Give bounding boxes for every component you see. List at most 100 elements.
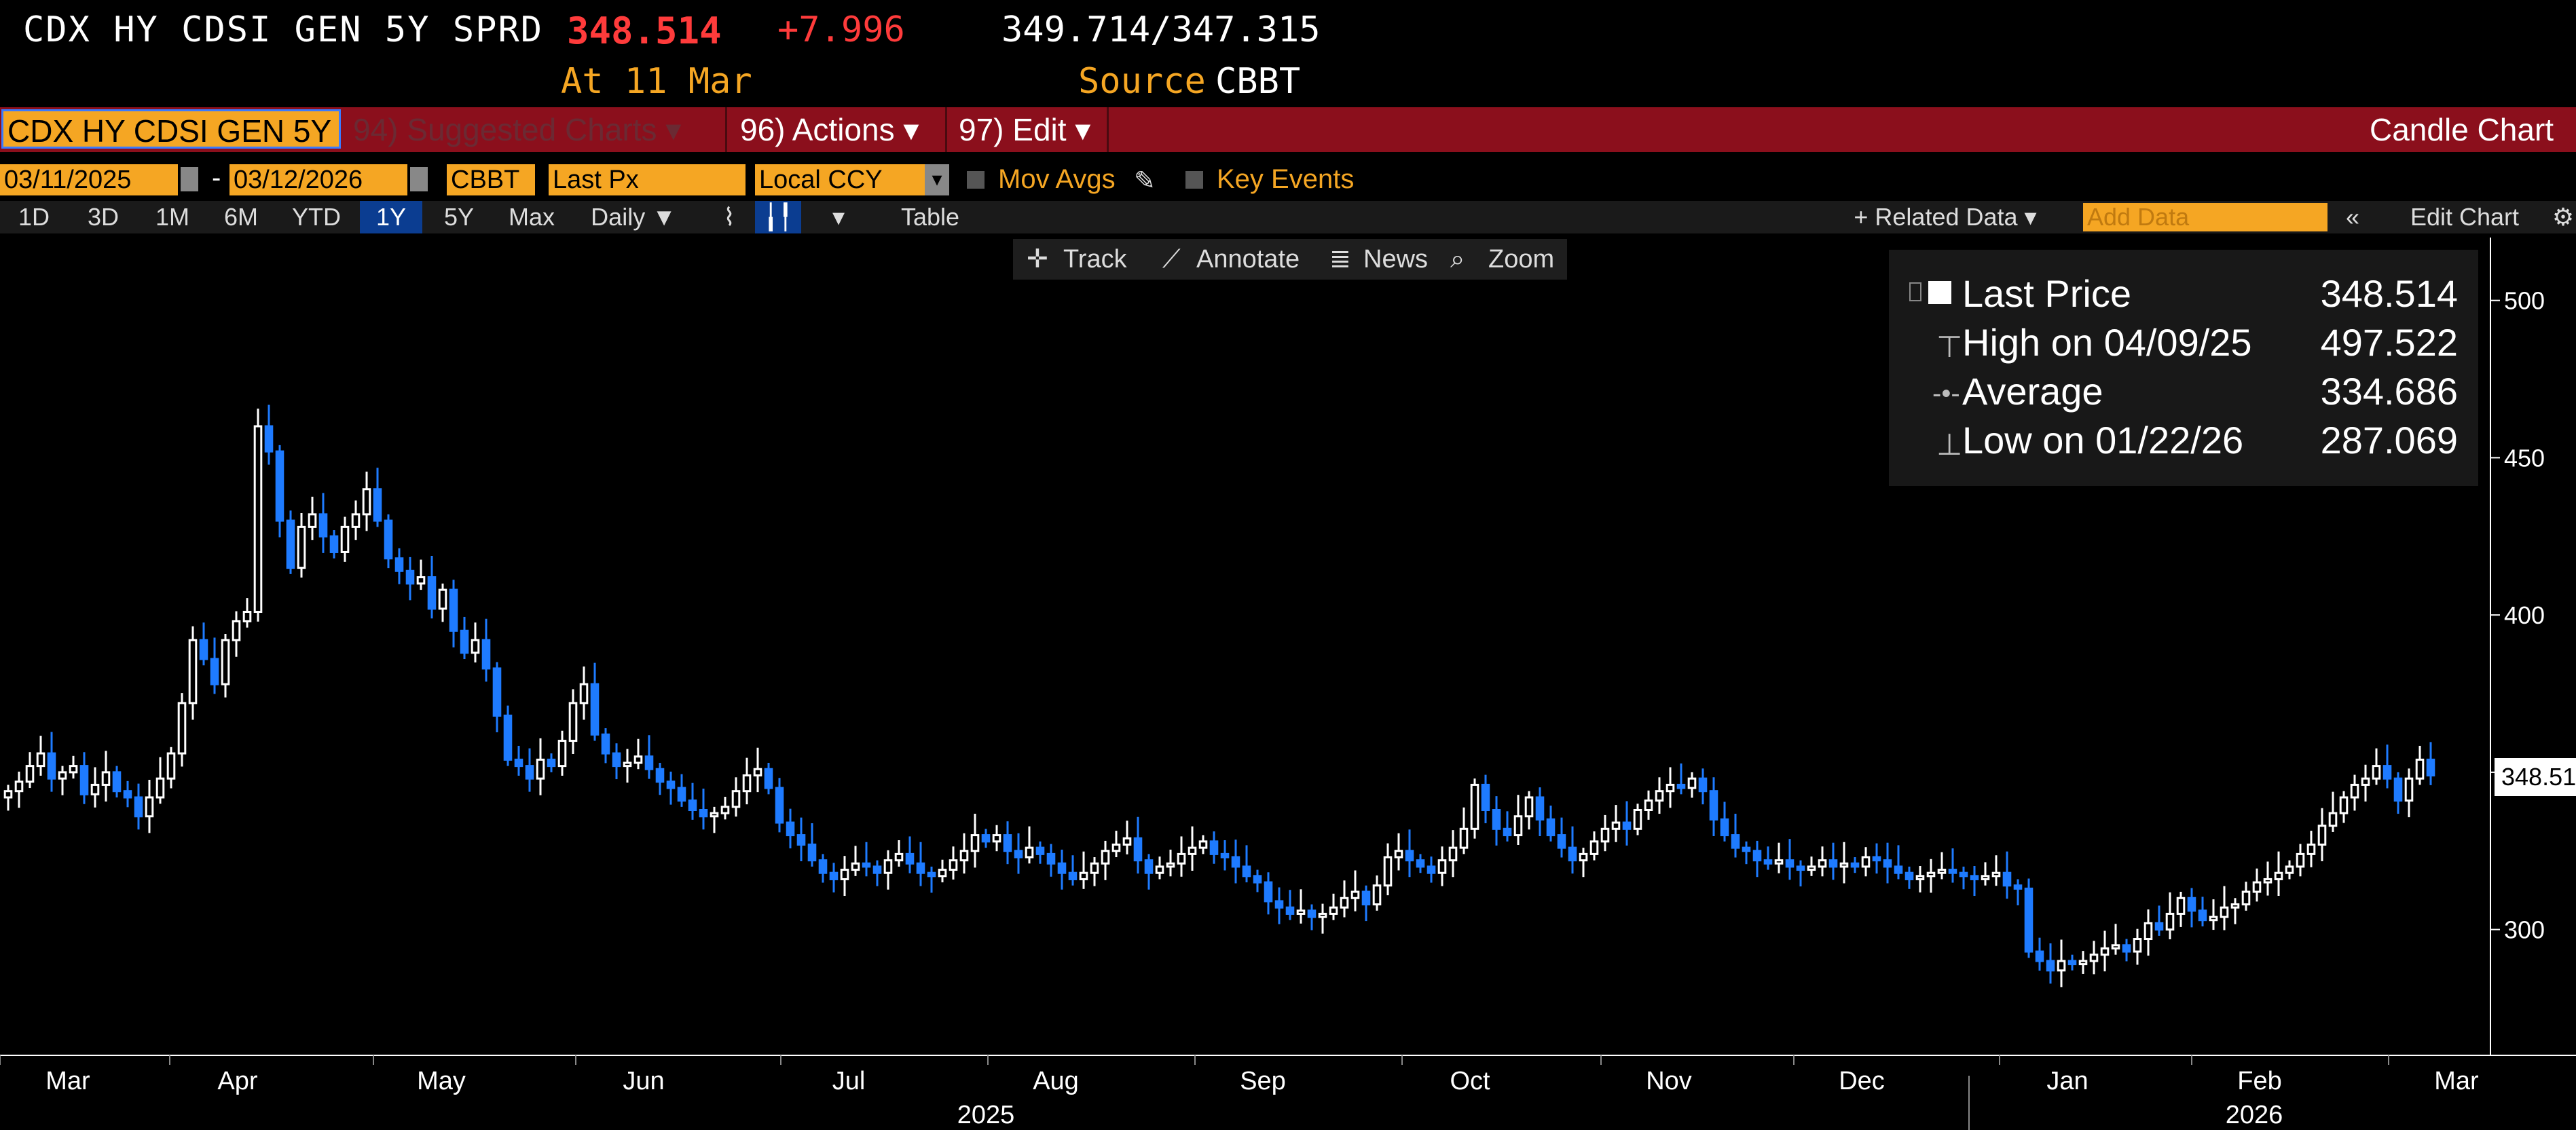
legend-label: Average — [1962, 370, 2103, 413]
candle-body — [47, 752, 56, 780]
high-marker-icon: ⊤ — [1936, 331, 1963, 364]
y-tick-label: 300 — [2504, 916, 2545, 944]
candle-body — [2252, 881, 2262, 893]
pencil-icon[interactable]: ✎ — [1134, 167, 1156, 195]
candle-body — [1774, 859, 1784, 865]
track-button[interactable]: Track — [1063, 245, 1127, 274]
candle-body — [481, 639, 491, 670]
candle-body — [1285, 906, 1295, 915]
candle-body — [1579, 852, 1588, 862]
candle-body — [905, 852, 915, 865]
candle-chart-icon[interactable]: ╽╿ — [755, 201, 801, 233]
source-field[interactable]: CBBT — [447, 164, 535, 195]
candle-body — [1133, 837, 1143, 862]
candle-body — [1568, 846, 1577, 862]
candle-body — [1839, 862, 1849, 868]
candle-body — [2317, 825, 2327, 846]
add-data-field[interactable]: Add Data — [2083, 203, 2327, 231]
candle-body — [503, 714, 513, 761]
table-button[interactable]: Table — [900, 203, 960, 231]
x-year-label: 2025 — [957, 1101, 1015, 1129]
x-tick-label: Mar — [45, 1067, 90, 1095]
field-selector[interactable]: Last Px — [549, 164, 746, 195]
candle-body — [69, 765, 78, 774]
candle-body — [1144, 859, 1154, 874]
candle-body — [460, 629, 469, 654]
candle-body — [90, 783, 100, 795]
line-chart-icon[interactable]: ⌇ — [723, 203, 735, 231]
candle-body — [796, 834, 806, 846]
candle-body — [1720, 818, 1729, 837]
candle-body — [720, 806, 730, 814]
candle-body — [568, 702, 578, 742]
zoom-button[interactable]: Zoom — [1488, 245, 1555, 274]
chart-type-label[interactable]: Candle Chart — [2370, 112, 2554, 147]
candle-body — [764, 768, 773, 789]
candle-body — [1350, 890, 1360, 899]
menu-divider — [945, 107, 947, 152]
candle-body — [1220, 852, 1230, 859]
ticker-field[interactable]: CDX HY CDSI GEN 5Y SPRD — [1, 109, 341, 149]
period-5y[interactable]: 5Y — [443, 203, 475, 231]
candle-body — [210, 658, 219, 685]
period-1y[interactable]: 1Y — [360, 201, 422, 233]
end-date-field[interactable]: 03/12/2026 — [229, 164, 407, 195]
calendar-icon[interactable] — [410, 167, 428, 191]
candle-body — [242, 611, 252, 622]
related-data-menu[interactable]: + Related Data ▾ — [1854, 203, 2037, 231]
crosshair-icon[interactable]: ✛ — [1027, 245, 1048, 274]
gear-icon[interactable]: ⚙ — [2552, 203, 2575, 231]
period-1m[interactable]: 1M — [155, 203, 189, 231]
currency-selector[interactable]: Local CCY — [755, 164, 925, 195]
period-ytd[interactable]: YTD — [292, 203, 341, 231]
chevron-down-icon[interactable]: ▾ — [832, 203, 845, 231]
collapse-icon[interactable]: « — [2345, 203, 2360, 231]
edit-chart-button[interactable]: Edit Chart — [2410, 203, 2520, 231]
y-tick-label: 400 — [2504, 601, 2545, 629]
chevron-down-icon[interactable]: ▾ — [925, 164, 949, 195]
mov-avgs-checkbox[interactable] — [967, 171, 985, 189]
candle-body — [688, 799, 697, 811]
candle-body — [753, 768, 762, 777]
annotate-icon[interactable]: ⟋ — [1162, 245, 1181, 274]
legend-value: 497.522 — [2320, 321, 2458, 364]
frequency-selector[interactable]: Daily ▼ — [591, 203, 676, 231]
period-3d[interactable]: 3D — [87, 203, 119, 231]
zoom-icon[interactable]: ⌕ — [1450, 245, 1465, 274]
candle-body — [308, 513, 317, 528]
calendar-icon[interactable] — [181, 167, 198, 191]
candle-body — [351, 513, 361, 528]
candle-body — [1003, 834, 1012, 852]
candle-body — [2382, 765, 2392, 780]
period-6m[interactable]: 6M — [223, 203, 258, 231]
candle-body — [1633, 809, 1642, 830]
candle-body — [2133, 938, 2142, 953]
legend-value: 334.686 — [2320, 370, 2458, 413]
candle-body — [1926, 871, 1936, 878]
candle-body — [1503, 827, 1512, 837]
period-1d[interactable]: 1D — [18, 203, 50, 231]
news-button[interactable]: News — [1363, 245, 1429, 274]
news-icon[interactable]: ≣ — [1329, 245, 1351, 274]
candle-body — [199, 639, 208, 660]
actions-menu[interactable]: 96) Actions ▾ — [740, 112, 919, 147]
candle-body — [1524, 796, 1534, 818]
x-tick-label: Jan — [2046, 1067, 2088, 1095]
candle-body — [818, 859, 828, 874]
start-date-field[interactable]: 03/11/2025 — [0, 164, 178, 195]
candle-body — [1991, 871, 2001, 878]
annotate-button[interactable]: Annotate — [1196, 245, 1300, 274]
security-title: CDX HY CDSI GEN 5Y SPRD — [23, 10, 544, 50]
candle-body — [405, 569, 415, 585]
collapse-icon[interactable] — [1909, 282, 1921, 301]
period-max[interactable]: Max — [508, 203, 555, 231]
candle-chart[interactable]: 300 400 450 500 Mar Apr May Jun Jul Aug Sep Oct Nov D… — [0, 238, 2576, 1130]
key-events-label[interactable]: Key Events — [1217, 164, 1355, 194]
mov-avgs-label[interactable]: Mov Avgs — [998, 164, 1116, 194]
last-price-label: 348.514 — [2495, 757, 2576, 796]
key-events-checkbox[interactable] — [1185, 171, 1203, 189]
candle-body — [1611, 821, 1621, 830]
edit-menu[interactable]: 97) Edit ▾ — [959, 112, 1091, 147]
candle-body — [1068, 871, 1078, 880]
suggested-charts-menu[interactable]: 94) Suggested Charts ▾ — [353, 112, 682, 147]
